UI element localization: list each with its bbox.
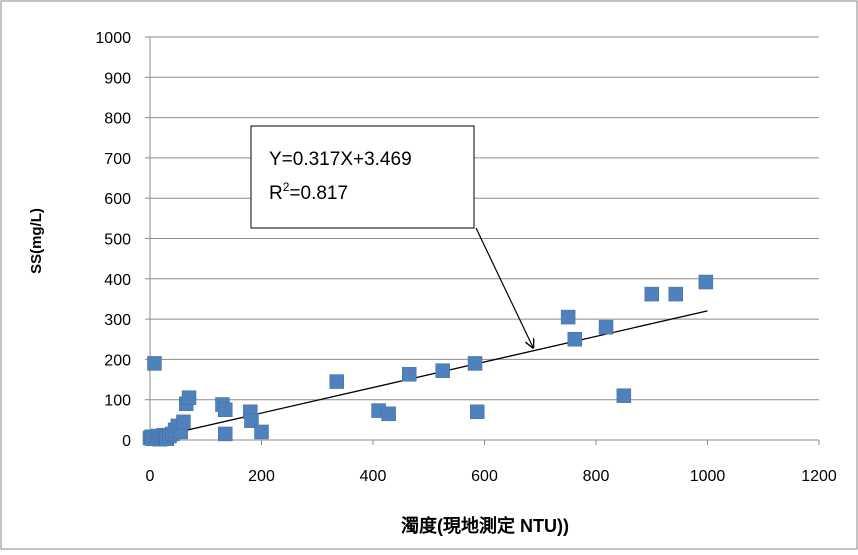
data-point <box>467 356 483 371</box>
data-point <box>560 309 576 325</box>
y-tick-label: 900 <box>104 70 131 87</box>
x-tick-label: 1000 <box>690 468 726 485</box>
equation-text: Y=0.317X+3.469 <box>269 149 412 170</box>
y-tick-label: 400 <box>104 272 131 289</box>
data-point <box>329 374 345 389</box>
x-tick-label: 800 <box>583 468 610 485</box>
y-tick-label: 1000 <box>95 30 131 47</box>
data-point <box>435 363 450 378</box>
tick-labels: 0 100 200 300 400 500 600 700 800 900 1000 0 200 400 6… <box>95 30 836 485</box>
data-point <box>381 406 396 422</box>
data-point <box>698 274 714 290</box>
y-tick-label: 700 <box>104 151 131 168</box>
data-point <box>176 414 191 430</box>
trendline-group <box>149 310 708 440</box>
r-squared-text: R2=0.817 <box>269 180 348 204</box>
data-point <box>218 426 233 442</box>
annotation-box <box>250 125 475 229</box>
x-axis-title: 濁度(現地測定 NTU)) <box>401 515 569 536</box>
data-point <box>567 332 583 347</box>
trendline <box>149 310 708 440</box>
data-point <box>147 356 162 371</box>
x-tick-label: 0 <box>146 468 155 485</box>
data-point <box>616 388 632 403</box>
data-points <box>142 274 714 447</box>
y-tick-label: 800 <box>104 111 131 128</box>
annotation-arrow <box>475 227 534 349</box>
data-point <box>181 390 197 405</box>
data-point <box>244 413 259 428</box>
axes <box>145 36 820 445</box>
y-tick-label: 600 <box>104 191 131 208</box>
y-tick-label: 100 <box>104 393 131 410</box>
data-point <box>254 424 269 440</box>
y-tick-label: 300 <box>104 312 131 329</box>
data-point <box>598 319 614 335</box>
data-point <box>218 402 233 418</box>
gridlines <box>150 36 819 401</box>
y-tick-label: 200 <box>104 352 131 369</box>
data-point <box>401 367 417 382</box>
equation-annotation: Y=0.317X+3.469 R2=0.817 <box>250 125 534 349</box>
x-tick-label: 400 <box>360 468 387 485</box>
x-tick-label: 1200 <box>801 468 837 485</box>
y-tick-label: 500 <box>104 232 131 249</box>
y-axis-title: SS(mg/L) <box>28 208 45 274</box>
data-point <box>644 286 659 302</box>
x-tick-label: 200 <box>248 468 275 485</box>
data-point <box>470 404 485 420</box>
y-tick-label: 0 <box>122 433 131 450</box>
data-point <box>668 286 683 302</box>
x-tick-label: 600 <box>471 468 498 485</box>
